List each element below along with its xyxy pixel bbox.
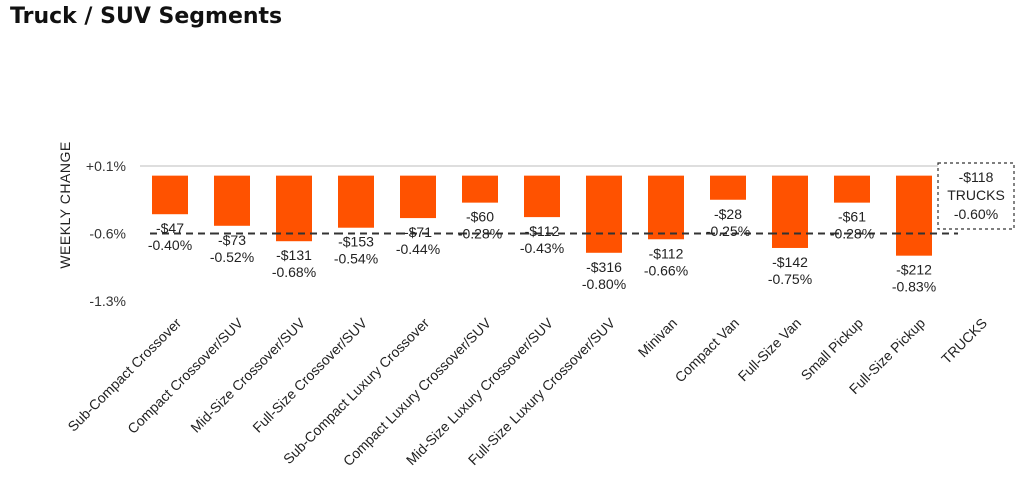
bar-percent-label: -0.75% bbox=[768, 271, 812, 287]
bar-dollar-label: -$61 bbox=[838, 209, 866, 225]
y-tick-label: -1.3% bbox=[89, 293, 126, 309]
category-label: Small Pickup bbox=[798, 315, 867, 384]
bar-dollar-label: -$153 bbox=[338, 234, 374, 250]
bar-percent-label: -0.83% bbox=[892, 279, 936, 295]
page-title: Truck / SUV Segments bbox=[10, 4, 283, 29]
bar-dollar-label: -$212 bbox=[896, 262, 932, 278]
bar-percent-label: -0.66% bbox=[644, 262, 688, 278]
category-label: Compact Crossover/SUV bbox=[124, 314, 246, 436]
bar-dollar-label: -$28 bbox=[714, 206, 742, 222]
summary-box bbox=[937, 162, 1015, 230]
bar bbox=[152, 175, 188, 215]
bar-dollar-label: -$112 bbox=[525, 223, 560, 239]
bar-dollar-label: -$47 bbox=[156, 220, 184, 236]
bar-percent-label: -0.43% bbox=[520, 240, 564, 256]
category-label: Full-Size Crossover/SUV bbox=[249, 314, 370, 435]
summary-name-label: TRUCKS bbox=[947, 187, 1005, 203]
summary-percent-label: -0.60% bbox=[954, 206, 998, 222]
bar-percent-label: -0.80% bbox=[582, 276, 626, 292]
category-label: Compact Van bbox=[672, 315, 743, 386]
bar-percent-label: -0.44% bbox=[396, 241, 440, 257]
bar bbox=[772, 175, 808, 248]
bar-dollar-label: -$60 bbox=[466, 209, 494, 225]
y-axis-label: WEEKLY CHANGE bbox=[57, 141, 73, 268]
bar-dollar-label: -$71 bbox=[404, 224, 432, 240]
category-label: Minivan bbox=[635, 315, 680, 360]
y-tick-label: +0.1% bbox=[86, 158, 126, 174]
bar bbox=[462, 175, 498, 203]
bar-percent-label: -0.25% bbox=[706, 223, 750, 239]
bar-percent-label: -0.28% bbox=[830, 226, 874, 242]
category-label: Sub-Compact Crossover bbox=[64, 315, 184, 435]
category-label: Mid-Size Crossover/SUV bbox=[187, 314, 308, 435]
bar bbox=[276, 175, 312, 242]
category-label: Full-Size Van bbox=[735, 315, 804, 384]
bar-dollar-label: -$316 bbox=[586, 259, 622, 275]
bar-dollar-label: -$112 bbox=[649, 245, 684, 261]
bar bbox=[214, 175, 250, 226]
bar-percent-label: -0.68% bbox=[272, 264, 316, 280]
bar-dollar-label: -$142 bbox=[772, 254, 808, 270]
bar bbox=[338, 175, 374, 228]
category-label: TRUCKS bbox=[938, 315, 990, 367]
bar bbox=[710, 175, 746, 200]
bar-percent-label: -0.54% bbox=[334, 251, 378, 267]
bar-dollar-label: -$131 bbox=[276, 247, 312, 263]
bar bbox=[648, 175, 684, 240]
bar bbox=[834, 175, 870, 203]
bar-percent-label: -0.52% bbox=[210, 249, 254, 265]
bar bbox=[896, 175, 932, 256]
bar bbox=[524, 175, 560, 218]
bar-percent-label: -0.28% bbox=[458, 226, 502, 242]
summary-dollar-label: -$118 bbox=[959, 169, 994, 185]
bar bbox=[400, 175, 436, 219]
y-tick-label: -0.6% bbox=[89, 226, 126, 242]
bar bbox=[586, 175, 622, 253]
bar-percent-label: -0.40% bbox=[148, 237, 192, 253]
bar-dollar-label: -$73 bbox=[218, 232, 246, 248]
